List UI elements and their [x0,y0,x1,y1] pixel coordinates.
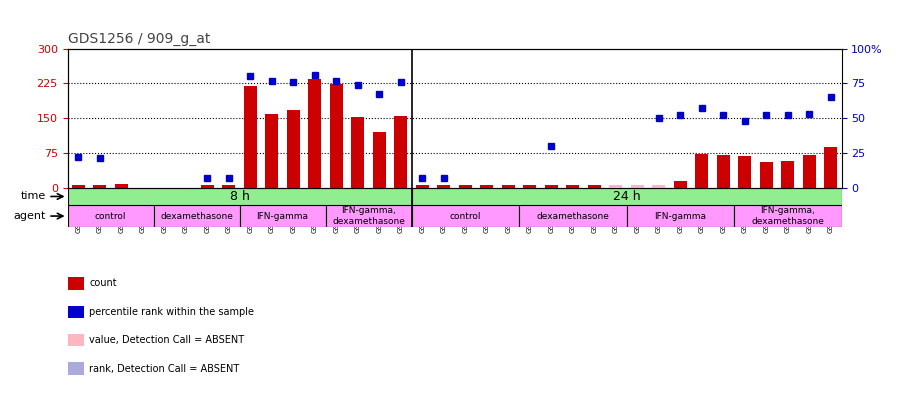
Bar [734,205,842,227]
Bar [459,185,472,188]
Bar [154,205,239,227]
Bar [94,185,106,188]
Bar [652,185,665,188]
Bar [803,155,815,188]
Text: IFN-gamma: IFN-gamma [256,211,309,221]
Bar [115,184,128,188]
Bar [411,205,519,227]
Bar [309,79,321,188]
Bar [716,155,730,188]
Bar [760,162,773,188]
Bar [566,185,580,188]
Bar [626,205,734,227]
Bar [351,117,364,188]
Text: percentile rank within the sample: percentile rank within the sample [89,307,254,317]
Bar [674,181,687,188]
Bar [481,185,493,188]
Bar [523,185,536,188]
Text: control: control [94,211,126,221]
Bar [544,185,558,188]
Text: count: count [89,279,117,288]
Text: IFN-gamma,
dexamethasone: IFN-gamma, dexamethasone [332,207,405,226]
Text: IFN-gamma,
dexamethasone: IFN-gamma, dexamethasone [752,207,824,226]
Text: dexamethasone: dexamethasone [160,211,233,221]
Text: dexamethasone: dexamethasone [536,211,609,221]
Bar [266,114,278,188]
Text: control: control [449,211,481,221]
Bar [72,185,85,188]
Bar [287,110,300,188]
Text: value, Detection Call = ABSENT: value, Detection Call = ABSENT [89,335,244,345]
Bar [68,188,411,205]
Bar [329,84,343,188]
Bar [201,185,213,188]
Bar [588,185,600,188]
Bar [222,185,235,188]
Bar [824,147,837,188]
Text: 24 h: 24 h [613,190,640,203]
Text: 8 h: 8 h [230,190,249,203]
Bar [239,205,326,227]
Bar [411,188,842,205]
Bar [631,185,644,188]
Text: time: time [21,192,46,201]
Text: GDS1256 / 909_g_at: GDS1256 / 909_g_at [68,32,210,46]
Bar [416,185,428,188]
Bar [394,116,407,188]
Bar [781,161,794,188]
Bar [437,185,450,188]
Bar [244,86,256,188]
Text: rank, Detection Call = ABSENT: rank, Detection Call = ABSENT [89,364,239,373]
Text: IFN-gamma: IFN-gamma [654,211,706,221]
Bar [373,132,386,188]
Bar [738,156,752,188]
Bar [609,185,622,188]
Bar [502,185,515,188]
Bar [326,205,411,227]
Text: agent: agent [14,211,46,221]
Bar [68,205,154,227]
Bar [519,205,626,227]
Bar [696,154,708,188]
